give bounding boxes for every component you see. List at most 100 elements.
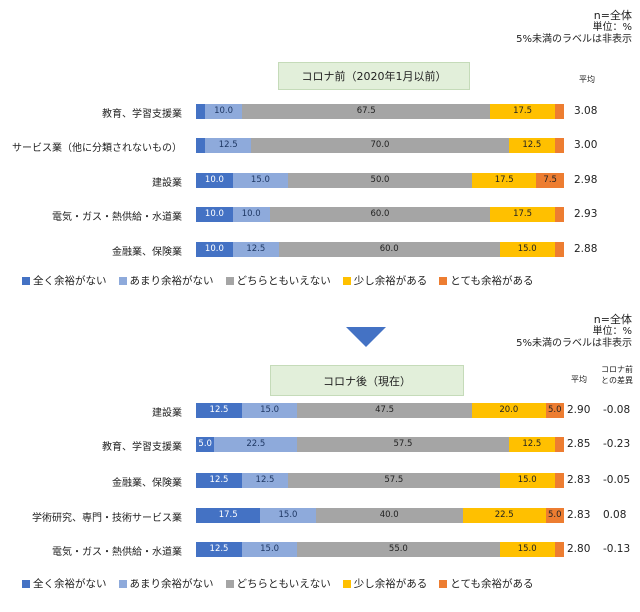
legend-label: どちらともいえない [236,275,331,287]
legend-item: 全く余裕がない [22,576,107,591]
legend-swatch [439,579,448,588]
data-label: 15.0 [517,244,537,254]
bar-segment [288,173,472,188]
data-label: 7.5 [543,175,557,185]
diff-value: -0.05 [603,474,631,486]
data-label: 10.0 [214,106,234,116]
data-label: 10.0 [204,209,224,219]
bar-segment [242,473,288,488]
note-label-threshold: 5%未満のラベルは非表示 [516,338,632,349]
category-label: 電気・ガス・熱供給・水道業 [52,212,182,223]
average-value: 2.98 [574,174,598,186]
category-label: 金融業、保険業 [112,478,182,489]
stacked-bar: 12.5 15.0 47.5 20.0 5.0 [196,403,564,418]
stacked-bar: 17.5 15.0 40.0 22.5 5.0 [196,508,564,523]
category-label: 金融業、保険業 [112,247,182,258]
bar-segment [205,104,242,119]
bar-segment [196,437,215,452]
category-label: 電気・ガス・熱供給・水道業 [52,547,182,558]
data-label: 50.0 [370,175,390,185]
notes-after: n=全体 単位：% 5%未満のラベルは非表示 [516,314,632,350]
bar-segment [508,138,555,153]
bar-segment [196,508,261,523]
chart-title-after: コロナ後（現在） [270,365,464,396]
diff-header-line2: との差異 [601,376,633,385]
data-label: 10.0 [241,209,261,219]
bar-segment [232,242,279,257]
data-label: 12.5 [209,544,229,554]
data-label: 20.0 [499,405,519,415]
bar-segment [554,473,564,488]
data-label: 70.0 [370,140,390,150]
bar-segment [242,542,298,557]
notes-before: n=全体 単位：% 5%未満のラベルは非表示 [516,10,632,46]
legend-item: 少し余裕がある [342,273,428,288]
data-label: 60.0 [370,209,390,219]
note-unit: 単位：% [592,326,632,337]
note-n: n=全体 [593,313,632,326]
bar-segment [196,138,206,153]
data-label: 47.5 [375,405,395,415]
legend-swatch [342,276,351,285]
legend-after: 全く余裕がない あまり余裕がない どちらともいえない 少し余裕がある とても余裕がある [22,576,533,591]
legend-swatch [22,579,30,588]
legend-item: どちらともいえない [225,576,331,591]
legend-item: 少し余裕がある [342,576,427,591]
bar-segment [554,138,564,153]
bar-segment [260,508,316,523]
bar-segment [499,473,555,488]
data-label: 5.0 [548,510,562,520]
bar-segment [205,138,252,153]
bar-segment [196,542,242,557]
category-label: 建設業 [152,178,182,189]
legend-swatch [342,579,351,588]
data-label: 15.0 [517,544,537,554]
data-label: 15.0 [250,175,270,185]
diff-value: 0.08 [603,509,627,521]
stacked-bar: 5.0 22.5 57.5 12.5 [196,437,564,452]
data-label: 15.0 [260,405,280,415]
legend-swatch [22,276,30,285]
legend-swatch [225,579,234,588]
legend-before: 全く余裕がない あまり余裕がない どちらともいえない 少し余裕がある とても余裕がある [22,273,533,288]
stacked-bar: 10.0 15.0 50.0 17.5 7.5 [196,173,564,188]
average-value: 2.83 [567,509,591,521]
data-label: 12.5 [522,140,542,150]
avg-header-before: 平均 [579,75,595,84]
legend-swatch [225,276,234,285]
category-label: 教育、学習支援業 [102,442,182,453]
bar-segment [462,508,546,523]
bar-segment [554,542,564,557]
bar-segment [554,104,564,119]
diff-value: -0.08 [603,404,631,416]
average-value: 3.00 [574,139,598,151]
data-label: 15.0 [260,544,280,554]
data-label: 12.5 [522,439,542,449]
data-label: 15.0 [517,475,537,485]
legend-swatch [118,276,127,285]
data-label: 5.0 [198,439,212,449]
legend-label: 全く余裕がない [33,578,107,590]
bar-segment [490,104,555,119]
bar-segment [278,242,500,257]
bar-segment [242,403,298,418]
diff-header-line1: コロナ前 [601,365,633,374]
bar-segment [472,403,546,418]
data-label: 17.5 [513,106,533,116]
bar-segment [214,437,298,452]
bar-segment [508,437,555,452]
data-label: 17.5 [494,175,514,185]
bar-segment [196,173,233,188]
stacked-bar: 10.0 10.0 60.0 17.5 [196,207,564,222]
note-label-threshold: 5%未満のラベルは非表示 [516,34,632,45]
bar-segment [297,437,509,452]
legend-label: 少し余裕がある [353,275,428,287]
data-label: 40.0 [379,510,399,520]
stacked-bar: 10.0 12.5 60.0 15.0 [196,242,564,257]
data-label: 5.0 [548,405,562,415]
bar-segment [536,173,564,188]
data-label: 12.5 [246,244,266,254]
stacked-bar: 10.0 67.5 17.5 [196,104,564,119]
data-label: 10.0 [204,175,224,185]
data-label: 17.5 [218,510,238,520]
